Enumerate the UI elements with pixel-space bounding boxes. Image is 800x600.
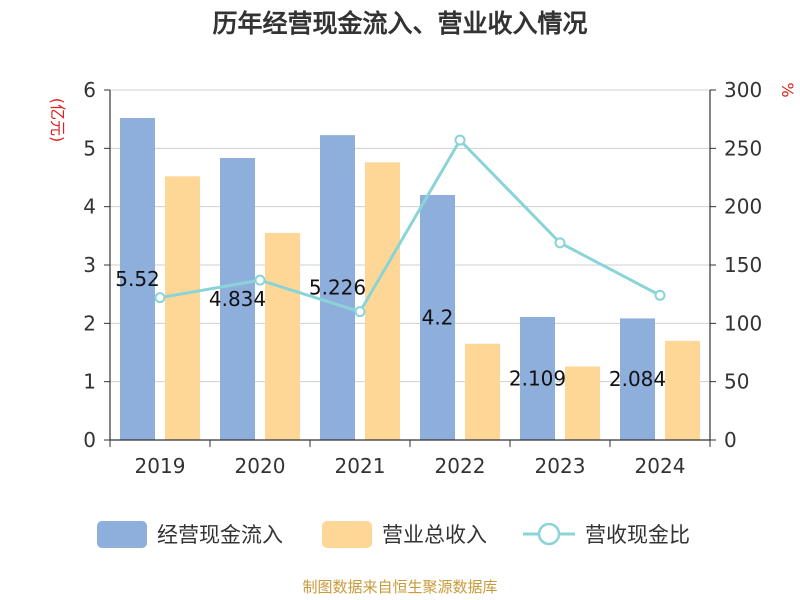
right-axis-tick-label: 50 xyxy=(724,370,749,394)
line-series xyxy=(154,134,666,318)
legend-label: 营收现金比 xyxy=(585,523,690,547)
legend-label: 经营现金流入 xyxy=(157,523,283,547)
legend-label: 营业总收入 xyxy=(382,523,487,547)
x-axis-tick-label: 2023 xyxy=(535,454,586,478)
x-axis-tick-label: 2022 xyxy=(435,454,486,478)
legend-swatch-marker xyxy=(537,522,561,546)
bar-revenue xyxy=(165,176,200,441)
bar-data-label: 5.226 xyxy=(309,276,366,300)
ratio-point xyxy=(654,289,666,301)
chart-title: 历年经营现金流入、营业收入情况 xyxy=(212,9,587,38)
left-axis-tick-label: 6 xyxy=(83,78,96,102)
x-axis-tick-label: 2020 xyxy=(235,454,286,478)
legend-swatch xyxy=(97,521,147,548)
bar-cash-inflow xyxy=(320,135,355,440)
bar-data-label: 2.084 xyxy=(609,367,666,391)
bars xyxy=(120,118,700,441)
x-axis-tick-label: 2019 xyxy=(135,454,186,478)
grid-lines xyxy=(110,89,710,383)
x-axis-tick-label: 2024 xyxy=(635,454,686,478)
bar-cash-inflow xyxy=(220,158,255,440)
right-axis-tick-label: 0 xyxy=(724,428,737,452)
left-axis-tick-label: 4 xyxy=(83,195,96,219)
ratio-point xyxy=(154,292,166,304)
left-axis-tick-label: 1 xyxy=(83,370,96,394)
bar-cash-inflow xyxy=(620,318,655,440)
bar-data-label: 5.52 xyxy=(115,267,160,291)
legend: 经营现金流入 营业总收入 营收现金比 xyxy=(97,521,690,548)
right-axis-tick-label: 150 xyxy=(724,253,762,277)
left-axis-tick-label: 5 xyxy=(83,136,96,160)
bar-data-label: 2.109 xyxy=(509,366,566,390)
bar-revenue xyxy=(565,366,600,440)
bar-revenue xyxy=(665,340,700,440)
data-labels: 5.52 4.834 5.226 4.2 2.109 2.084 xyxy=(115,267,666,391)
bar-revenue xyxy=(265,232,300,440)
ratio-line xyxy=(159,137,661,314)
right-axis-tick-label: 300 xyxy=(724,78,762,102)
x-axis-tick-label: 2021 xyxy=(335,454,386,478)
bar-data-label: 4.2 xyxy=(422,306,454,330)
ratio-point xyxy=(454,134,466,146)
right-axis-tick-label: 250 xyxy=(724,136,762,160)
source-note: 制图数据来自恒生聚源数据库 xyxy=(302,578,497,596)
right-axis-unit: % xyxy=(778,82,797,97)
bar-revenue xyxy=(465,343,500,440)
ratio-point xyxy=(554,237,566,249)
bar-cash-inflow xyxy=(120,118,155,440)
ratio-point xyxy=(354,306,366,318)
bar-cash-inflow xyxy=(520,316,555,440)
left-axis-tick-label: 3 xyxy=(83,253,96,277)
ratio-point xyxy=(254,274,266,286)
bar-cash-inflow xyxy=(420,195,455,440)
legend-swatch xyxy=(322,521,372,548)
bar-revenue xyxy=(365,162,400,441)
right-axis-tick-label: 200 xyxy=(724,195,762,219)
left-axis-tick-label: 2 xyxy=(83,311,96,335)
bar-data-label: 4.834 xyxy=(209,287,266,311)
right-axis-tick-label: 100 xyxy=(724,311,762,335)
left-axis-tick-label: 0 xyxy=(83,428,96,452)
left-axis-unit: (亿元) xyxy=(48,98,67,143)
